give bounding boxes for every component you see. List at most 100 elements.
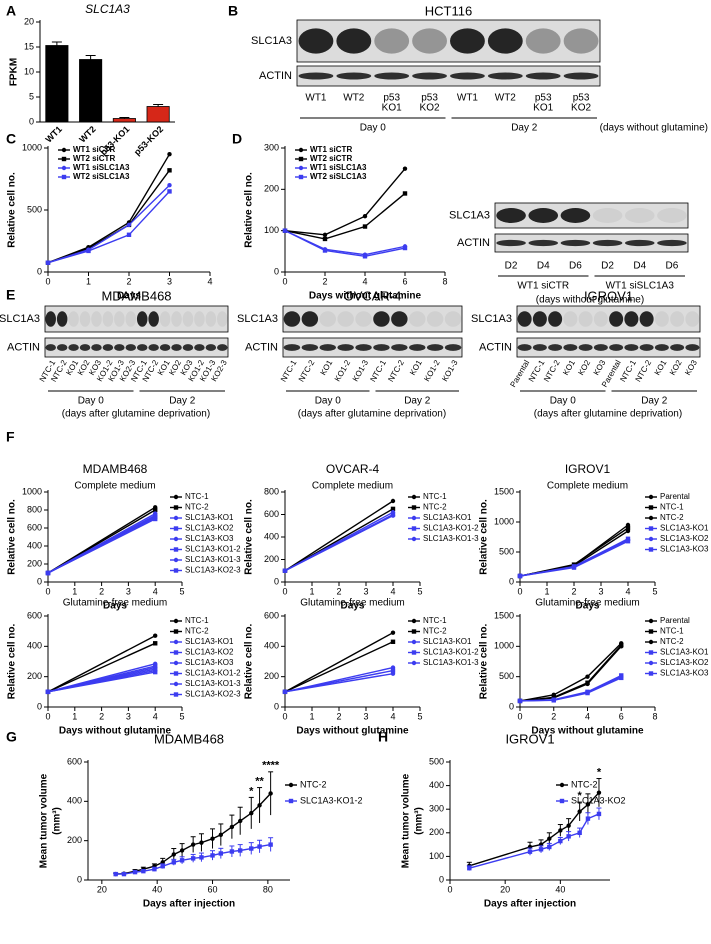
marker [467,866,472,871]
x-tick-label: 0 [282,711,287,721]
blot-band [217,311,228,327]
blot-band [91,344,102,351]
y-tick-label: 1000 [494,516,514,526]
x-tick-label: 4 [153,711,158,721]
y-tick-label: 400 [264,531,279,541]
legend-label: Parental [660,616,690,625]
x-tick-label: 40 [152,884,162,894]
blot-band [336,28,372,54]
marker [45,689,51,695]
blot-band [205,311,217,327]
x-tick-label: 3 [363,711,368,721]
blot-row-label: ACTIN [245,341,278,353]
x-tick-label: 0 [447,884,452,894]
y-tick-label: 15 [24,41,34,51]
x-tick-label: 5 [417,586,422,596]
series-line [284,632,394,693]
blot-band [373,344,390,351]
blot-band [283,344,301,351]
marker [249,810,254,816]
marker [190,856,196,861]
series-line [519,642,622,702]
x-tick-label: 4 [390,711,395,721]
marker [298,165,304,171]
legend-label: NTC-1 [423,616,447,625]
blot-band [337,311,354,327]
y-axis-label: Relative cell no. [479,499,490,575]
blot-panel [494,233,689,253]
annotation: * [249,785,254,797]
marker [558,838,563,844]
lane-label: KO1 [653,358,669,377]
marker [173,681,179,687]
x-axis-label: Days [103,601,127,612]
y-tick-label: 0 [274,701,279,711]
x-tick-label: 4 [390,586,395,596]
y-axis-label: Relative cell no. [7,172,18,248]
blot-row-label: SLC1A3 [237,313,278,325]
y-tick-label: 800 [264,486,279,496]
blot-row-label: SLC1A3 [0,313,40,325]
y-tick-label: 0 [274,576,279,586]
annotation: * [597,766,602,778]
annotation: * [578,790,583,802]
lane-label: WT2 [343,93,365,104]
marker [411,660,417,666]
legend-label: NTC-2 [185,503,209,512]
x-tick-label: 4 [625,586,630,596]
x-tick-label: 1 [544,586,549,596]
x-tick-label: p53-KO2 [132,124,165,157]
blot-note: (days after glutamine deprivation) [62,409,210,420]
y-tick-label: 600 [67,756,82,766]
marker [153,669,158,675]
marker [173,660,179,666]
y-axis-label: Relative cell no. [244,172,255,248]
blot-band [56,311,68,327]
blot-band [624,208,655,223]
marker [173,536,179,542]
blot-band [301,344,319,351]
marker [153,633,158,638]
group-label: Day 0 [550,396,577,407]
marker [237,818,243,824]
legend-label: SLC1A3-KO1-3 [423,658,479,667]
marker [559,798,565,804]
x-tick-label: 3 [126,711,131,721]
marker [625,528,631,534]
marker [141,868,146,874]
blot-row-label: SLC1A3 [251,35,292,47]
x-tick-label: 0 [517,711,522,721]
x-axis-label: Days [341,601,365,612]
legend-label: NTC-2 [423,627,447,636]
annotation: ** [255,775,264,787]
marker [648,505,654,510]
marker [152,866,157,872]
marker [171,852,176,857]
group-label: Day 0 [315,396,342,407]
lane-label: KO1 [408,358,424,377]
lane-label: NTC-2 [634,358,654,383]
x-tick-label: 2 [126,276,131,286]
chart: Glutamine-free medium 0 200 400 600 Relative … [244,598,479,737]
y-tick-label: 200 [27,671,42,681]
western-blot: MDAMB468SLC1A3ACTINNTC-1NTC-2KO1KO2KO3KO… [0,288,229,419]
y-axis-label: (mm³) [414,807,425,835]
legend-label: Parental [660,492,690,501]
chart-title: SLC1A3 [85,2,130,16]
blot-band [578,311,593,327]
blot-row-label: SLC1A3 [449,209,490,221]
marker [411,650,417,655]
blot-band [517,344,532,351]
blot-band [525,72,561,80]
blot-band [409,311,426,327]
blot-row-label: SLC1A3 [471,313,512,325]
marker [619,644,624,649]
marker [218,832,224,837]
y-tick-label: 600 [27,522,42,532]
lane-label: NTC-2 [386,358,406,383]
lane-label: D4 [537,261,550,272]
y-tick-label: 600 [27,610,42,620]
x-tick-label: 6 [402,276,407,286]
marker [517,573,523,579]
